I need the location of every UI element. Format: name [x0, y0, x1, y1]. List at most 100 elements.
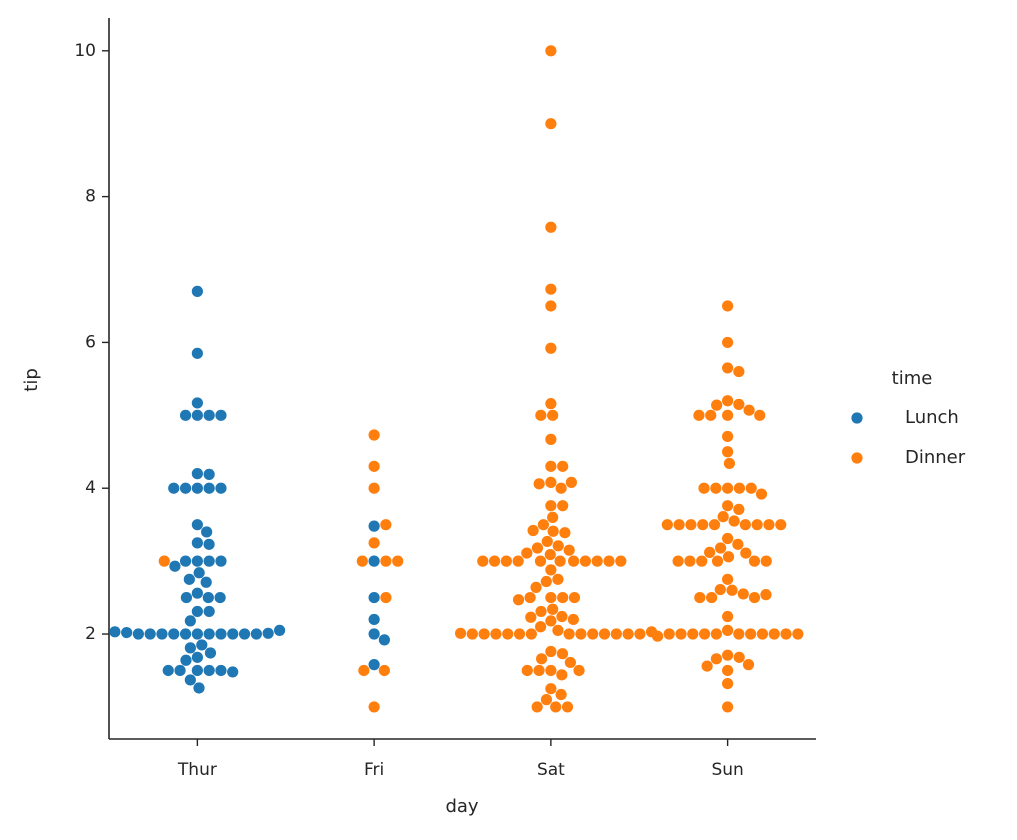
point	[174, 664, 186, 677]
point	[545, 591, 557, 604]
point	[525, 611, 537, 623]
point	[694, 591, 706, 604]
point	[512, 555, 524, 567]
point	[557, 500, 569, 512]
point	[203, 468, 215, 480]
point	[732, 538, 744, 550]
point	[550, 701, 562, 713]
point	[722, 664, 734, 677]
point	[722, 610, 734, 623]
point	[454, 627, 467, 639]
point	[545, 645, 557, 658]
point	[740, 547, 752, 559]
y-tick-label: 8	[85, 187, 96, 207]
point	[180, 591, 193, 604]
point	[722, 446, 734, 458]
point	[710, 482, 722, 494]
point	[661, 519, 673, 531]
point	[545, 476, 557, 488]
point	[561, 701, 574, 713]
point	[380, 555, 392, 567]
point	[763, 519, 775, 531]
point	[545, 221, 557, 233]
point	[708, 519, 721, 531]
point	[191, 628, 203, 640]
point	[196, 639, 208, 651]
x-axis-label: day	[445, 796, 478, 817]
legend-label: Lunch	[905, 407, 959, 428]
point	[705, 409, 717, 421]
point	[739, 519, 751, 531]
point	[673, 519, 685, 531]
y-tick-label: 2	[85, 624, 96, 644]
point	[273, 624, 286, 636]
point	[215, 409, 227, 421]
point	[722, 701, 734, 713]
point	[545, 45, 557, 57]
point	[531, 701, 543, 713]
legend-marker	[851, 452, 863, 464]
point	[545, 564, 557, 576]
x-tick-label: Thur	[177, 760, 217, 780]
point	[675, 628, 687, 640]
point	[184, 642, 196, 654]
point	[183, 573, 195, 585]
point	[722, 482, 734, 494]
point	[215, 482, 227, 494]
point	[215, 555, 227, 567]
point	[541, 535, 553, 548]
point	[162, 664, 174, 677]
point	[513, 628, 526, 640]
point	[722, 551, 735, 563]
point	[193, 567, 205, 579]
point	[203, 538, 215, 550]
point	[545, 300, 557, 312]
point	[368, 701, 380, 713]
point	[490, 628, 502, 640]
point	[745, 628, 757, 640]
point	[556, 610, 568, 623]
point	[368, 659, 380, 671]
point	[378, 634, 390, 646]
point	[535, 653, 548, 665]
point	[563, 628, 575, 640]
point	[545, 664, 557, 677]
point	[547, 525, 559, 537]
point	[144, 628, 156, 640]
point	[768, 628, 780, 640]
point	[714, 542, 727, 554]
point	[579, 555, 592, 567]
point	[559, 527, 571, 539]
point	[193, 682, 205, 694]
point	[478, 628, 490, 640]
point	[706, 591, 718, 604]
point	[179, 628, 192, 640]
point	[755, 488, 768, 500]
point	[697, 519, 709, 531]
point	[368, 429, 380, 441]
point	[701, 660, 713, 672]
point	[728, 515, 740, 527]
point	[191, 537, 203, 549]
x-tick-label: Sat	[537, 760, 565, 780]
point	[191, 587, 203, 599]
point	[687, 628, 699, 640]
point	[722, 300, 734, 312]
point	[547, 409, 559, 421]
point	[191, 555, 203, 567]
point	[521, 547, 533, 559]
point	[535, 621, 547, 633]
y-tick-label: 6	[85, 332, 96, 352]
point	[575, 628, 587, 640]
point	[191, 285, 203, 297]
point	[527, 524, 539, 537]
point	[722, 430, 734, 443]
point	[634, 628, 646, 640]
point	[191, 468, 203, 480]
point	[710, 653, 723, 665]
point	[530, 581, 542, 593]
point	[184, 615, 196, 627]
point	[540, 694, 553, 706]
